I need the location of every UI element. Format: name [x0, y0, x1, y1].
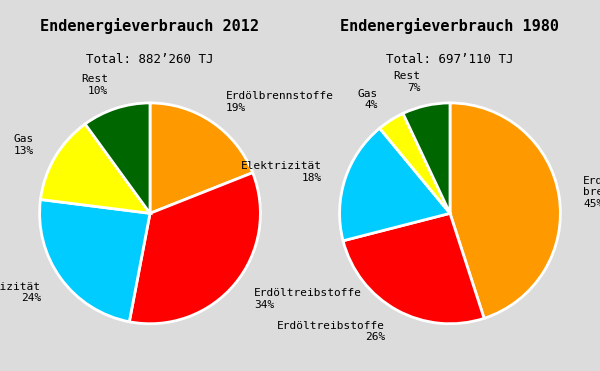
Wedge shape — [40, 124, 150, 213]
Text: Gas
13%: Gas 13% — [14, 134, 34, 155]
Text: Rest
7%: Rest 7% — [394, 71, 421, 93]
Wedge shape — [403, 103, 450, 213]
Text: Erdöltreibstoffe
34%: Erdöltreibstoffe 34% — [254, 288, 362, 310]
Text: Elektrizität
24%: Elektrizität 24% — [0, 282, 41, 303]
Text: Erdölbrennstoffe
19%: Erdölbrennstoffe 19% — [226, 91, 334, 113]
Wedge shape — [343, 213, 484, 324]
Text: Erdöl-
brennstoffe
45%: Erdöl- brennstoffe 45% — [583, 175, 600, 209]
Text: Elektrizität
18%: Elektrizität 18% — [241, 161, 322, 183]
Text: Rest
10%: Rest 10% — [82, 75, 109, 96]
Text: Total: 697’110 TJ: Total: 697’110 TJ — [386, 53, 514, 66]
Wedge shape — [85, 103, 150, 213]
Text: Total: 882’260 TJ: Total: 882’260 TJ — [86, 53, 214, 66]
Wedge shape — [340, 128, 450, 241]
Text: Endenergieverbrauch 2012: Endenergieverbrauch 2012 — [41, 18, 260, 34]
Wedge shape — [450, 103, 560, 318]
Text: Endenergieverbrauch 1980: Endenergieverbrauch 1980 — [341, 18, 560, 34]
Wedge shape — [380, 114, 450, 213]
Text: Erdöltreibstoffe
26%: Erdöltreibstoffe 26% — [277, 321, 385, 342]
Wedge shape — [150, 103, 253, 213]
Text: Gas
4%: Gas 4% — [358, 89, 378, 111]
Wedge shape — [130, 173, 260, 324]
Wedge shape — [40, 200, 150, 322]
